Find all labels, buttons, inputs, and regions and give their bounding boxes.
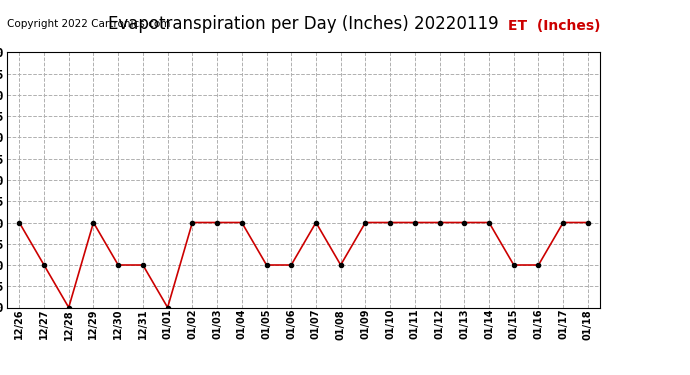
Text: ET  (Inches): ET (Inches) (508, 20, 600, 33)
Text: Copyright 2022 Cartronics.com: Copyright 2022 Cartronics.com (7, 20, 170, 29)
Text: Evapotranspiration per Day (Inches) 20220119: Evapotranspiration per Day (Inches) 2022… (108, 15, 499, 33)
